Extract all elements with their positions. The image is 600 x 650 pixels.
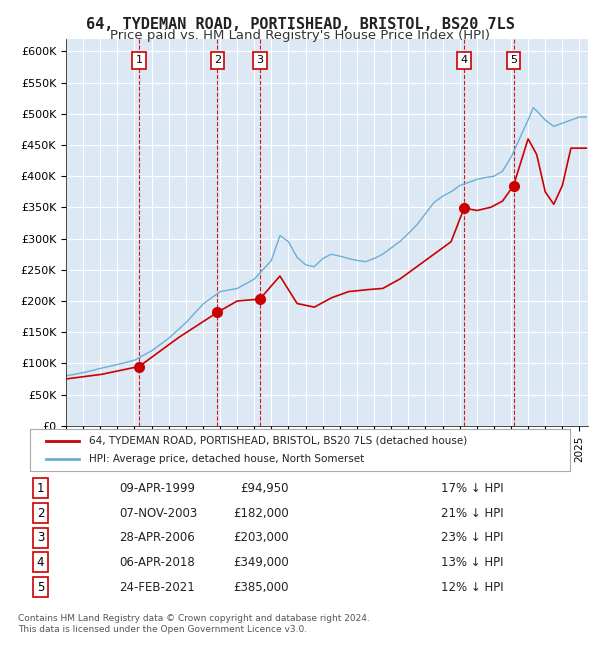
Text: 21% ↓ HPI: 21% ↓ HPI [441,506,503,519]
Text: 2: 2 [214,55,221,65]
Text: 1: 1 [136,55,143,65]
Text: 64, TYDEMAN ROAD, PORTISHEAD, BRISTOL, BS20 7LS: 64, TYDEMAN ROAD, PORTISHEAD, BRISTOL, B… [86,17,514,32]
Text: 5: 5 [37,580,44,593]
Text: 06-APR-2018: 06-APR-2018 [119,556,195,569]
Text: £203,000: £203,000 [233,531,289,544]
Text: Contains HM Land Registry data © Crown copyright and database right 2024.
This d: Contains HM Land Registry data © Crown c… [18,614,370,634]
Text: £182,000: £182,000 [233,506,289,519]
Text: 12% ↓ HPI: 12% ↓ HPI [441,580,503,593]
Text: 17% ↓ HPI: 17% ↓ HPI [441,482,503,495]
Text: 13% ↓ HPI: 13% ↓ HPI [441,556,503,569]
Text: £349,000: £349,000 [233,556,289,569]
Text: 3: 3 [256,55,263,65]
Text: 23% ↓ HPI: 23% ↓ HPI [441,531,503,544]
Text: 5: 5 [510,55,517,65]
Text: 4: 4 [37,556,44,569]
Text: £385,000: £385,000 [233,580,289,593]
Text: 1: 1 [37,482,44,495]
Text: 24-FEB-2021: 24-FEB-2021 [119,580,195,593]
Text: 2: 2 [37,506,44,519]
Text: Price paid vs. HM Land Registry's House Price Index (HPI): Price paid vs. HM Land Registry's House … [110,29,490,42]
Text: 07-NOV-2003: 07-NOV-2003 [119,506,198,519]
Text: 3: 3 [37,531,44,544]
Text: £94,950: £94,950 [240,482,289,495]
Text: HPI: Average price, detached house, North Somerset: HPI: Average price, detached house, Nort… [89,454,365,464]
Text: 4: 4 [461,55,467,65]
Text: 09-APR-1999: 09-APR-1999 [119,482,196,495]
Text: 28-APR-2006: 28-APR-2006 [119,531,195,544]
Text: 64, TYDEMAN ROAD, PORTISHEAD, BRISTOL, BS20 7LS (detached house): 64, TYDEMAN ROAD, PORTISHEAD, BRISTOL, B… [89,436,467,446]
